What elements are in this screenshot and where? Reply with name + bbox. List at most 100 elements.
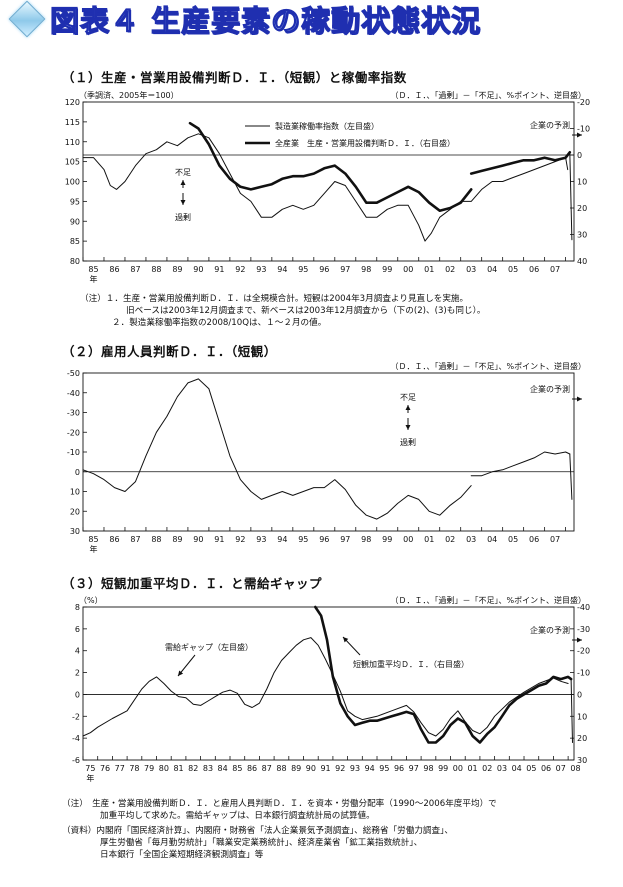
x-tick-label: 95	[298, 535, 308, 544]
x-tick-label: 02	[445, 535, 455, 544]
x-tick-label: 88	[276, 764, 286, 773]
x-tick-label: 05	[508, 535, 518, 544]
section-3-title: （３）短観加重平均Ｄ．Ｉ．と需給ギャップ	[62, 576, 323, 591]
x-tick-label: 84	[218, 764, 228, 773]
y-tick-label: 0	[75, 468, 80, 477]
y-tick-label: 30	[70, 527, 80, 536]
x-tick-label: 91	[320, 764, 330, 773]
x-tick-label: 92	[335, 764, 345, 773]
x-tick-label: 93	[256, 265, 266, 274]
x-tick-label: 00	[453, 764, 463, 773]
y-right-tick-label: 40	[577, 257, 587, 266]
x-tick-label: 07	[550, 265, 560, 274]
y-tick-label: 20	[70, 507, 80, 516]
excess-label: 過剰	[400, 437, 416, 447]
y-left-tick-label: 90	[70, 217, 80, 226]
chart-title: 図表４ 生産要素の稼動状態状況	[6, 0, 481, 39]
x-tick-label: 03	[466, 535, 476, 544]
note-line: 旧ベースは2003年12月調査まで、新ベースは2003年12月調査から（下の(2…	[126, 306, 486, 316]
y-left-tick-label: 2	[75, 669, 80, 678]
y-left-unit-note: （%）	[79, 596, 103, 605]
x-tick-label: 94	[365, 764, 375, 773]
shortage-label: 不足	[400, 393, 416, 402]
y-left-tick-label: 120	[65, 98, 80, 107]
y-right-tick-label: 20	[577, 204, 587, 213]
y-left-tick-label: 4	[75, 647, 80, 656]
x-tick-label: 06	[529, 265, 539, 274]
x-tick-label: 90	[193, 535, 203, 544]
x-tick-label: 06	[529, 535, 539, 544]
x-tick-label: 85	[88, 265, 98, 274]
forecast-arrow-head	[577, 132, 582, 138]
y-tick-label: -40	[67, 389, 80, 398]
x-unit-label: 年	[86, 773, 94, 783]
y-tick-label: 10	[70, 488, 80, 497]
x-tick-label: 93	[350, 764, 360, 773]
y-left-tick-label: 105	[65, 158, 80, 167]
series-line	[570, 678, 573, 743]
series-line	[82, 133, 569, 242]
x-tick-label: 04	[512, 764, 522, 773]
x-tick-label: 81	[173, 764, 183, 773]
y-left-tick-label: 0	[75, 690, 80, 699]
x-tick-label: 86	[109, 535, 119, 544]
x-tick-label: 79	[144, 764, 154, 773]
x-tick-label: 93	[256, 535, 266, 544]
x-tick-label: 99	[382, 265, 392, 274]
y-right-tick-label: -10	[577, 669, 590, 678]
y-right-tick-label: 20	[577, 734, 587, 743]
y-left-tick-label: 85	[70, 237, 80, 246]
y-right-tick-label: 0	[577, 690, 582, 699]
y-right-tick-label: 30	[577, 756, 587, 765]
note-line: 日本銀行「全国企業短期経済観測調査」等	[100, 850, 264, 860]
x-tick-label: 89	[172, 265, 182, 274]
x-tick-label: 07	[550, 535, 560, 544]
y-left-tick-label: 110	[65, 138, 80, 147]
forecast-label: 企業の予測	[530, 625, 570, 635]
y-right-tick-label: 10	[577, 712, 587, 721]
y-left-tick-label: -6	[72, 756, 80, 765]
x-tick-label: 04	[487, 535, 497, 544]
x-unit-label: 年	[89, 544, 97, 554]
forecast-label: 企業の予測	[530, 384, 570, 394]
x-tick-label: 96	[319, 265, 329, 274]
plot-frame	[82, 606, 575, 761]
x-tick-label: 89	[291, 764, 301, 773]
section-1-title: （１）生産・営業用設備判断Ｄ．Ｉ．（短観）と稼働率指数	[62, 70, 407, 85]
x-tick-label: 04	[487, 265, 497, 274]
shortage-label: 不足	[175, 168, 191, 177]
x-tick-label: 00	[403, 265, 413, 274]
x-tick-label: 05	[508, 265, 518, 274]
x-tick-label: 96	[319, 535, 329, 544]
note-line: （資料）内閣府「国民経済計算」、内閣府・財務省「法人企業景気予測調査」、総務省「…	[62, 826, 454, 836]
legend-label: 製造業稼働率指数（左目盛）	[275, 121, 379, 131]
x-tick-label: 99	[438, 764, 448, 773]
x-tick-label: 87	[130, 535, 140, 544]
series-line	[569, 453, 573, 500]
x-tick-label: 97	[340, 535, 350, 544]
plot-frame	[82, 372, 575, 532]
series-line	[469, 151, 572, 175]
forecast-arrow-head	[577, 396, 582, 402]
x-tick-label: 90	[306, 764, 316, 773]
x-tick-label: 92	[235, 535, 245, 544]
x-tick-label: 82	[188, 764, 198, 773]
x-tick-label: 01	[424, 535, 434, 544]
x-tick-label: 08	[570, 764, 580, 773]
y-right-unit-note: （Ｄ．Ｉ．、「過剰」－「不足」、%ポイント、逆目盛）	[391, 595, 586, 605]
up-arrow-head	[405, 405, 411, 410]
notes-panel-3: （注） 生産・営業用設備判断Ｄ．Ｉ．と雇用人員判断Ｄ．Ｉ．を資本・労働分配率（1…	[62, 798, 497, 861]
y-right-tick-label: -30	[577, 625, 590, 634]
x-tick-label: 02	[482, 764, 492, 773]
title-text: 図表４ 生産要素の稼動状態状況	[49, 3, 482, 38]
x-tick-label: 98	[361, 265, 371, 274]
x-tick-label: 97	[340, 265, 350, 274]
annotation-arrow-head	[178, 670, 184, 676]
note-line: （注）１．生産・営業用設備判断Ｄ．Ｉ．は全規模合計。短観は2004年3月調査より…	[80, 294, 469, 304]
x-tick-label: 77	[115, 764, 125, 773]
y-right-tick-label: 10	[577, 178, 587, 187]
x-tick-label: 89	[172, 535, 182, 544]
down-arrow-head	[405, 425, 411, 430]
x-tick-label: 98	[361, 535, 371, 544]
y-right-tick-label: -20	[577, 647, 590, 656]
